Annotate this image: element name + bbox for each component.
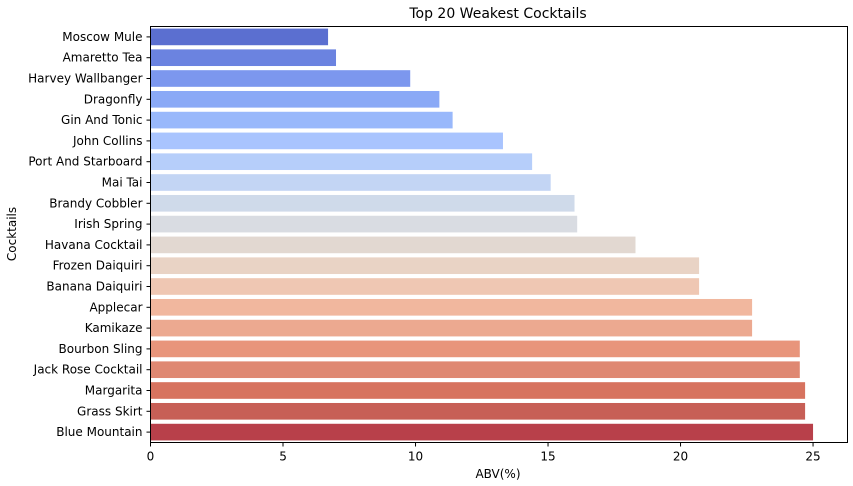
bar (150, 153, 533, 171)
y-tick-label: John Collins (72, 134, 143, 148)
y-tick-label: Harvey Wallbanger (28, 72, 142, 86)
x-axis-label: ABV(%) (475, 467, 520, 481)
bar (150, 319, 753, 337)
bar (150, 215, 578, 233)
bar (150, 298, 753, 316)
y-tick-label: Mai Tai (102, 176, 143, 190)
bar (150, 49, 337, 67)
bar (150, 28, 329, 46)
bar (150, 194, 575, 212)
y-tick-label: Applecar (89, 300, 142, 314)
x-ticks: 0 5 10 15 20 25 (147, 442, 821, 464)
y-tick-label: Kamikaze (85, 321, 143, 335)
y-tick-label: Banana Daiquiri (46, 280, 142, 294)
y-tick-label: Jack Rose Cocktail (33, 363, 143, 377)
y-tick-label: Havana Cocktail (45, 238, 143, 252)
y-tick-label: Grass Skirt (77, 404, 143, 418)
bar (150, 361, 800, 379)
y-tick-label: Frozen Daiquiri (53, 259, 143, 273)
bar (150, 111, 453, 129)
x-tick-label: 0 (147, 450, 155, 464)
bar-group (150, 28, 814, 441)
bar (150, 132, 503, 150)
y-tick-label: Irish Spring (74, 217, 142, 231)
y-axis-label: Cocktails (5, 207, 19, 261)
y-tick-label: Moscow Mule (62, 30, 142, 44)
y-tick-label: Dragonfly (84, 92, 143, 106)
bar (150, 236, 636, 254)
plot-frame (150, 26, 848, 443)
x-tick-label: 5 (279, 450, 287, 464)
chart-title: Top 20 Weakest Cocktails (408, 6, 586, 22)
y-tick-labels: Moscow Mule Amaretto Tea Harvey Wallbanger… (28, 30, 151, 439)
bar (150, 257, 700, 275)
y-tick-label: Amaretto Tea (63, 51, 143, 65)
x-tick-label: 25 (805, 450, 820, 464)
bar (150, 423, 814, 441)
bar (150, 402, 806, 420)
bar (150, 174, 551, 191)
bar (150, 278, 700, 295)
y-tick-label: Blue Mountain (56, 425, 142, 439)
x-tick-label: 10 (408, 450, 423, 464)
bar (150, 90, 440, 108)
y-tick-label: Brandy Cobbler (49, 196, 142, 210)
bar (150, 70, 411, 87)
y-tick-label: Margarita (85, 384, 143, 398)
y-tick-label: Port And Starboard (28, 155, 142, 169)
bar (150, 340, 800, 358)
bar (150, 382, 806, 399)
x-tick-label: 20 (673, 450, 688, 464)
y-tick-label: Gin And Tonic (61, 113, 142, 127)
y-tick-label: Bourbon Sling (59, 342, 143, 356)
x-tick-label: 15 (540, 450, 555, 464)
